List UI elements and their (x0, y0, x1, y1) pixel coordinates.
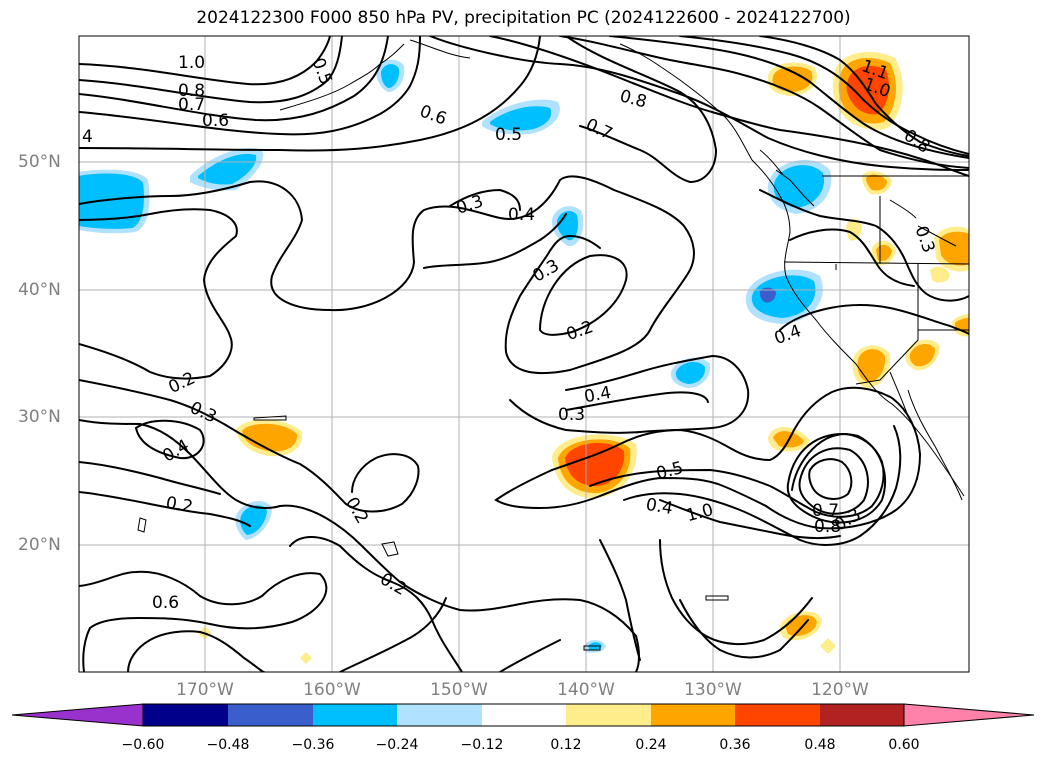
pv-contours (79, 36, 969, 672)
colorbar (11, 703, 1035, 727)
colorbar-tick-label: −0.24 (375, 737, 419, 753)
contour-label: 0.6 (202, 111, 229, 131)
contour-label: 0.3 (558, 405, 585, 425)
contour-label: 0.4 (583, 383, 613, 407)
contour-label: 0.4 (508, 205, 535, 225)
colorbar-tick-label: 0.12 (550, 737, 582, 753)
lon-label: 150°W (430, 680, 488, 700)
colorbar-segment (228, 704, 313, 726)
colorbar-segment (397, 704, 482, 726)
contour-label: 0.7 (812, 501, 839, 521)
contour-label: 4 (82, 127, 93, 147)
colorbar-tick-label: −0.36 (291, 737, 335, 753)
lon-label: 140°W (557, 680, 615, 700)
map-title: 2024122300 F000 850 hPa PV, precipitatio… (196, 8, 851, 28)
plot-background (79, 36, 969, 672)
lon-label: 130°W (684, 680, 742, 700)
colorbar-segment (820, 704, 904, 726)
colorbar-extend-low (11, 703, 144, 727)
contour-label: 0.7 (178, 95, 205, 115)
contour-label: 0.4 (644, 495, 674, 519)
contour-label: 0.2 (164, 493, 194, 517)
contour-label: 0.8 (178, 81, 205, 101)
colorbar-segment (566, 704, 651, 726)
colorbar-outline (142, 703, 905, 727)
colorbar-segment (482, 704, 566, 726)
colorbar-tick-label: 0.36 (719, 737, 751, 753)
colorbar-segment (651, 704, 735, 726)
colorbar-tick-label: −0.12 (460, 737, 504, 753)
contour-label: 1.0 (178, 53, 205, 73)
colorbar-tick-label: 0.48 (804, 737, 836, 753)
colorbar-segment (313, 704, 397, 726)
colorbar-tick-label: 0.24 (635, 737, 667, 753)
lat-label: 40°N (18, 280, 61, 300)
contour-label: 0.5 (495, 125, 522, 145)
contour-label: 0.8 (814, 517, 841, 537)
lon-label: 160°W (303, 680, 361, 700)
lat-label: 20°N (18, 535, 61, 555)
negative-precip-shading (79, 59, 832, 653)
colorbar-segment (735, 704, 820, 726)
colorbar-extend-high (903, 703, 1035, 727)
colorbar-tick-label: −0.60 (121, 737, 165, 753)
plot-frame (78, 35, 970, 673)
lat-label: 30°N (18, 407, 61, 427)
lon-label: 120°W (811, 680, 869, 700)
contour-label: 0.6 (152, 593, 179, 613)
lat-label: 50°N (18, 152, 61, 172)
colorbar-tick-label: 0.60 (888, 737, 920, 753)
graticule (79, 36, 969, 672)
colorbar-tick-label: −0.48 (206, 737, 250, 753)
lon-label: 170°W (176, 680, 234, 700)
colorbar-segment (143, 704, 228, 726)
